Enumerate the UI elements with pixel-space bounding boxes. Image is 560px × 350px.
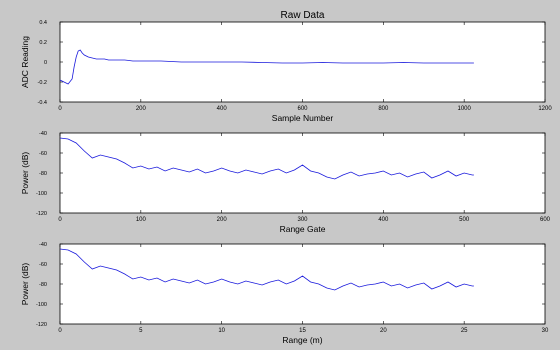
- x-tick-label: 0: [58, 106, 62, 112]
- y-tick-label: -80: [39, 282, 47, 288]
- x-tick-label: 5: [139, 328, 143, 334]
- x-axis-label: Sample Number: [272, 113, 334, 123]
- x-tick-label: 400: [378, 217, 389, 223]
- y-tick-label: 0.4: [39, 20, 47, 26]
- x-tick-label: 1000: [457, 106, 471, 112]
- series-line: [59, 137, 474, 180]
- x-tick-label: 800: [378, 106, 389, 112]
- chart-panel-3: 0 5 10 15 20 25 30 -120 -100 -80 -60 -40 Range (m) Po…: [20, 242, 549, 345]
- x-tick-label: 600: [297, 106, 308, 112]
- y-axis-label: Power (dB): [20, 263, 30, 306]
- y-axis-label: Power (dB): [20, 152, 30, 195]
- x-tick-label: 0: [58, 217, 62, 223]
- y-tick-label: -60: [39, 151, 47, 157]
- x-axis-label: Range Gate: [280, 224, 326, 234]
- x-tick-label: 1200: [538, 106, 552, 112]
- y-tick-label: -40: [39, 131, 47, 137]
- series-line: [59, 49, 474, 85]
- x-tick-label: 200: [217, 217, 228, 223]
- x-tick-label: 600: [540, 217, 551, 223]
- y-axis-label: ADC Reading: [20, 36, 30, 88]
- y-tick-label: 0: [44, 60, 47, 66]
- x-axis-label: Range (m): [282, 335, 322, 345]
- y-tick-label: -120: [36, 322, 47, 328]
- x-tick-label: 20: [380, 328, 387, 334]
- x-tick-label: 10: [218, 328, 225, 334]
- x-tick-label: 100: [136, 217, 147, 223]
- x-tick-label: 300: [297, 217, 308, 223]
- y-tick-label: -100: [36, 191, 47, 197]
- chart-title: Raw Data: [281, 10, 325, 21]
- x-tick-label: 25: [461, 328, 468, 334]
- series-line: [59, 248, 474, 291]
- y-tick-label: -100: [36, 302, 47, 308]
- x-tick-label: 30: [542, 328, 549, 334]
- x-tick-label: 15: [299, 328, 306, 334]
- y-tick-label: -120: [36, 211, 47, 217]
- plot-area: [59, 132, 546, 214]
- y-tick-label: -0.2: [38, 80, 47, 86]
- x-tick-label: 500: [459, 217, 470, 223]
- chart-panel-1: 0 200 400 600 800 1000 1200 -0.4 -0.2 0 0.2 0.4 Raw …: [20, 10, 552, 123]
- plot-area: [59, 243, 546, 325]
- y-tick-label: -0.4: [38, 100, 47, 106]
- x-tick-label: 0: [58, 328, 62, 334]
- x-tick-label: 400: [217, 106, 228, 112]
- chart-panel-2: 0 100 200 300 400 500 600 -120 -100 -80 -60 -40 Rang…: [20, 131, 551, 234]
- plot-area: [59, 21, 546, 103]
- y-tick-label: 0.2: [39, 40, 47, 46]
- y-tick-label: -80: [39, 171, 47, 177]
- y-tick-label: -60: [39, 262, 47, 268]
- y-tick-label: -40: [39, 242, 47, 248]
- x-tick-label: 200: [136, 106, 147, 112]
